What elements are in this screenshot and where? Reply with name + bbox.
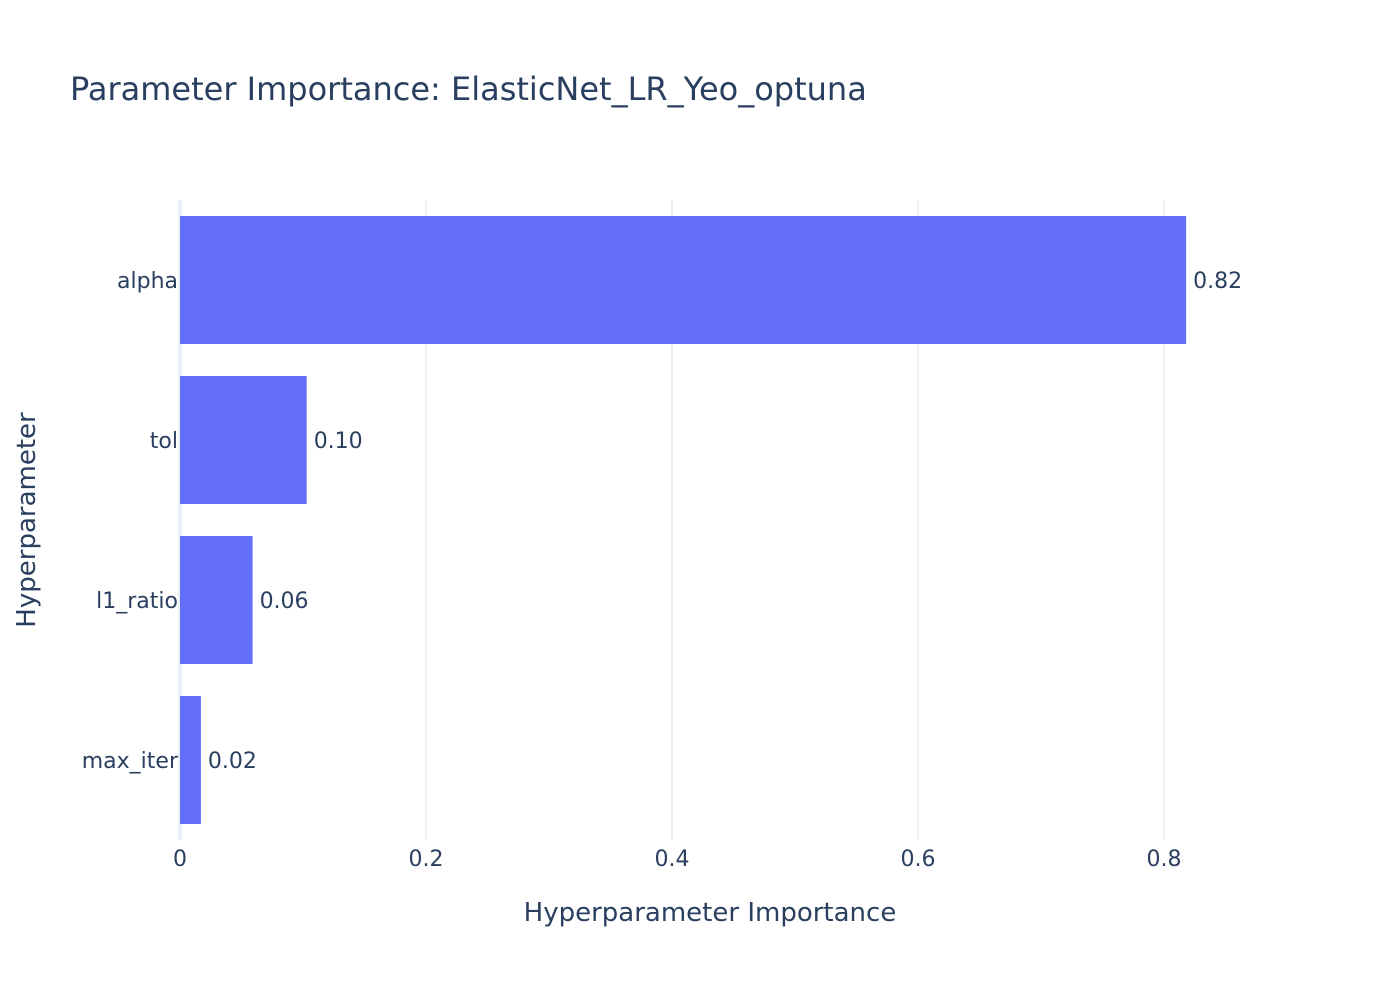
y-tick-label: alpha — [117, 269, 178, 294]
x-tick-label: 0.6 — [901, 847, 936, 872]
y-tick-label: tol — [150, 429, 178, 454]
bars — [180, 216, 1187, 824]
x-tick-label: 0.2 — [409, 847, 444, 872]
x-tick-label: 0.4 — [655, 847, 690, 872]
x-tick-label: 0.8 — [1147, 847, 1182, 872]
bar-value-label: 0.10 — [314, 429, 363, 454]
bar-l1_ratio — [180, 536, 253, 664]
bar-value-label: 0.82 — [1193, 269, 1242, 294]
y-tick-label: l1_ratio — [96, 589, 178, 614]
x-axis-title: Hyperparameter Importance — [524, 898, 897, 928]
bar-max_iter — [180, 696, 201, 824]
bar-value-label: 0.02 — [208, 749, 257, 774]
labels: 0 0.2 0.4 0.6 0.8 alpha 0.82 tol 0.10 l1_ratio 0.0… — [82, 269, 1242, 872]
bar-tol — [180, 376, 307, 504]
x-tick-label: 0 — [173, 847, 187, 872]
bar-alpha — [180, 216, 1187, 344]
y-axis-title: Hyperparameter — [12, 412, 42, 628]
y-tick-label: max_iter — [82, 749, 179, 774]
bar-value-label: 0.06 — [260, 589, 309, 614]
chart-title: Parameter Importance: ElasticNet_LR_Yeo_… — [70, 70, 867, 108]
